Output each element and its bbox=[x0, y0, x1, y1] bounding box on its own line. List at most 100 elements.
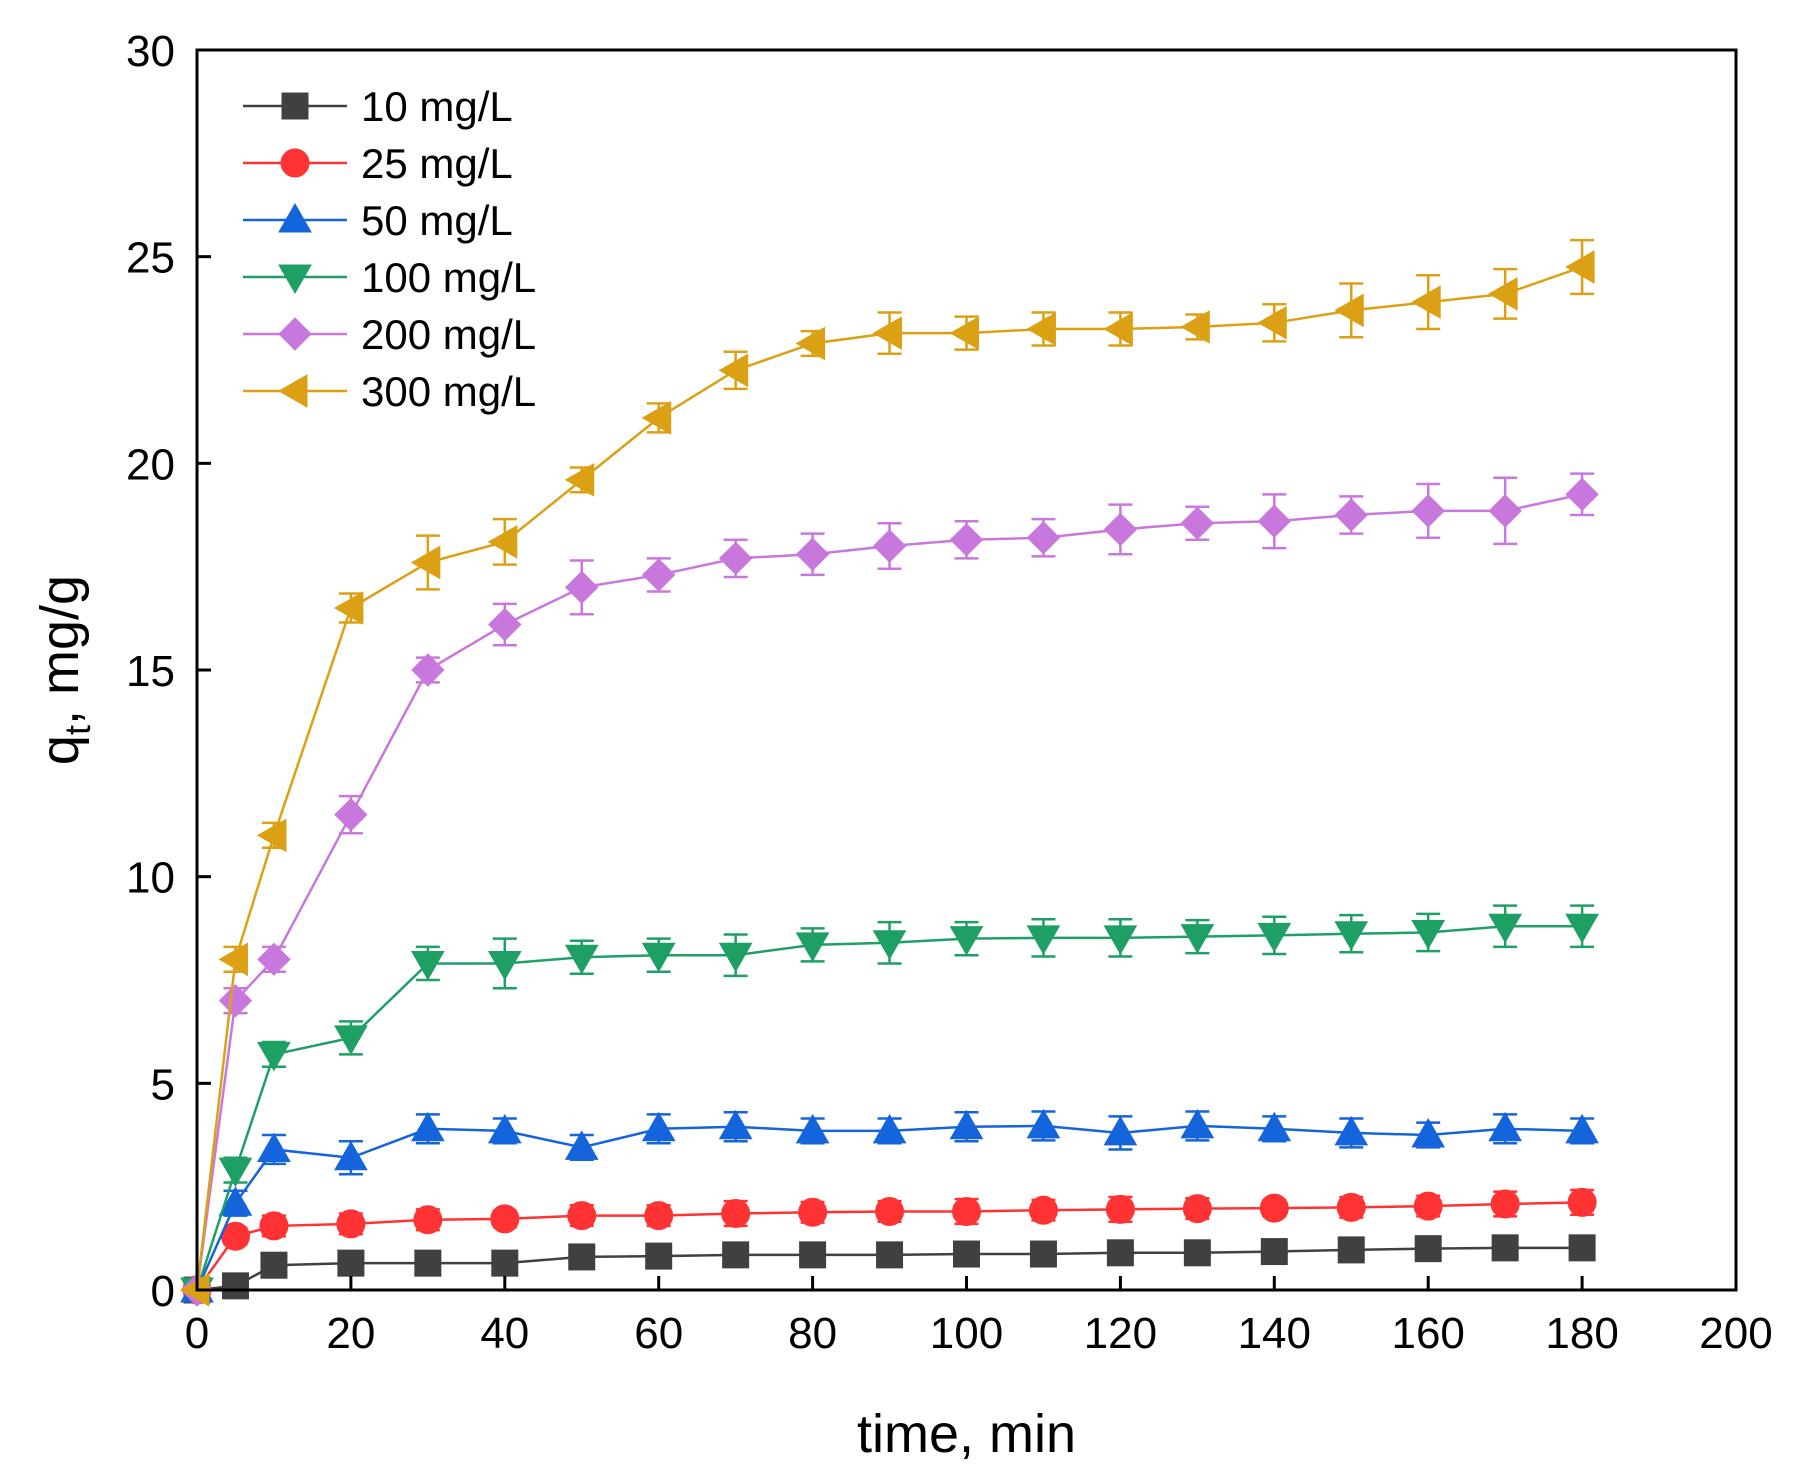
data-point bbox=[1334, 1115, 1369, 1146]
data-point bbox=[1337, 1236, 1365, 1264]
data-point bbox=[1026, 521, 1061, 555]
data-point bbox=[564, 944, 599, 975]
legend-marker bbox=[278, 202, 312, 233]
data-point bbox=[218, 942, 248, 977]
data-point bbox=[413, 1205, 443, 1235]
legend-marker bbox=[278, 264, 312, 295]
data-point bbox=[1182, 1194, 1212, 1224]
data-point bbox=[1411, 494, 1445, 528]
data-point bbox=[641, 401, 672, 435]
data-point bbox=[1411, 285, 1441, 319]
data-point bbox=[257, 942, 291, 977]
data-point bbox=[795, 326, 826, 361]
data-point bbox=[1026, 1108, 1061, 1139]
x-tick-label: 20 bbox=[326, 1309, 375, 1358]
data-point bbox=[949, 926, 984, 956]
data-point bbox=[488, 607, 522, 642]
data-point bbox=[257, 1132, 291, 1162]
series-25-mg-l bbox=[182, 1187, 1597, 1305]
legend-label: 50 mg/L bbox=[361, 197, 513, 244]
data-point bbox=[260, 1251, 288, 1279]
data-point bbox=[1257, 922, 1292, 953]
data-point bbox=[1180, 506, 1215, 540]
y-tick-label: 5 bbox=[151, 1060, 175, 1109]
data-point bbox=[333, 591, 364, 625]
data-point bbox=[1565, 913, 1599, 944]
data-point bbox=[876, 1241, 904, 1269]
x-tick-label: 60 bbox=[634, 1309, 683, 1358]
data-point bbox=[334, 797, 368, 832]
data-point bbox=[718, 942, 753, 973]
data-point bbox=[490, 1204, 520, 1234]
data-point bbox=[722, 1241, 750, 1269]
data-point bbox=[1568, 1234, 1596, 1262]
data-point bbox=[641, 558, 676, 592]
legend-label: 25 mg/L bbox=[361, 140, 513, 187]
legend: 10 mg/L 25 mg/L 50 mg/L 100 mg/L 200 mg/L 300… bbox=[243, 83, 536, 415]
y-tick-label: 0 bbox=[151, 1267, 175, 1316]
series-50-mg-l bbox=[180, 1108, 1599, 1303]
data-point bbox=[799, 1241, 827, 1269]
data-point bbox=[218, 983, 253, 1018]
data-point bbox=[641, 942, 676, 973]
data-point bbox=[218, 1186, 253, 1216]
x-tick-label: 0 bbox=[185, 1309, 209, 1358]
data-point bbox=[1026, 312, 1056, 346]
y-axis-title-subscript: t bbox=[57, 725, 98, 735]
data-point bbox=[1491, 1234, 1519, 1262]
data-point bbox=[1413, 1191, 1443, 1221]
data-point bbox=[721, 1199, 751, 1229]
data-point bbox=[1106, 1239, 1134, 1267]
legend-marker bbox=[277, 374, 308, 408]
legend-marker bbox=[278, 317, 312, 351]
y-axis-title-suffix: , mg/g bbox=[30, 575, 90, 725]
series-300-mg-l bbox=[179, 238, 1595, 1307]
data-point bbox=[1567, 1187, 1597, 1217]
data-point bbox=[872, 930, 907, 960]
data-point bbox=[1026, 925, 1061, 955]
data-point bbox=[1488, 913, 1523, 944]
axis-ticks: 0 20 40 60 80 100 120 140 160 180 200 0 5 10 15 20 25 30 bbox=[126, 27, 1773, 1358]
data-point bbox=[337, 1249, 365, 1277]
y-tick-label: 30 bbox=[126, 27, 175, 76]
legend-item: 10 mg/L bbox=[243, 83, 513, 130]
data-point bbox=[1028, 1195, 1058, 1225]
data-point bbox=[564, 463, 595, 497]
data-point bbox=[410, 950, 445, 981]
data-point bbox=[718, 1109, 753, 1140]
data-point bbox=[1180, 924, 1215, 954]
data-point bbox=[795, 537, 830, 571]
data-point bbox=[218, 1157, 253, 1188]
x-tick-label: 80 bbox=[788, 1309, 837, 1358]
data-point bbox=[1257, 305, 1287, 340]
data-point bbox=[952, 1196, 981, 1226]
data-point bbox=[336, 1209, 366, 1239]
data-point bbox=[872, 316, 903, 350]
legend-item: 50 mg/L bbox=[243, 197, 513, 244]
x-tick-label: 100 bbox=[930, 1309, 1003, 1358]
x-tick-label: 160 bbox=[1391, 1309, 1464, 1358]
data-point bbox=[1103, 1115, 1138, 1146]
data-point bbox=[487, 1113, 522, 1144]
data-point bbox=[795, 1113, 830, 1144]
data-point bbox=[1183, 1239, 1211, 1267]
data-point bbox=[565, 570, 599, 605]
data-point bbox=[718, 541, 753, 576]
x-tick-label: 140 bbox=[1238, 1309, 1311, 1358]
legend-label: 200 mg/L bbox=[361, 311, 536, 358]
data-point bbox=[718, 353, 749, 388]
data-point bbox=[795, 932, 830, 962]
data-point bbox=[334, 1140, 368, 1171]
data-point bbox=[256, 818, 287, 853]
x-tick-label: 180 bbox=[1545, 1309, 1618, 1358]
legend-label: 100 mg/L bbox=[361, 254, 536, 301]
legend-item: 200 mg/L bbox=[243, 311, 536, 358]
data-point bbox=[1259, 1193, 1289, 1223]
data-point bbox=[872, 529, 907, 563]
data-point bbox=[1257, 1111, 1292, 1142]
data-point bbox=[1565, 250, 1595, 284]
y-axis-title-main: q bbox=[30, 735, 90, 765]
data-point bbox=[1103, 312, 1133, 346]
